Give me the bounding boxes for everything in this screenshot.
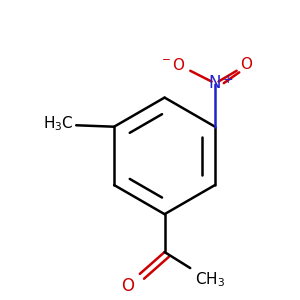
Text: O: O [122,278,135,296]
Text: N: N [209,74,221,92]
Text: +: + [222,73,233,86]
Text: CH$_3$: CH$_3$ [195,270,225,289]
Text: O: O [240,57,252,72]
Text: $^-$O: $^-$O [159,57,186,73]
Text: H$_3$C: H$_3$C [43,115,73,133]
